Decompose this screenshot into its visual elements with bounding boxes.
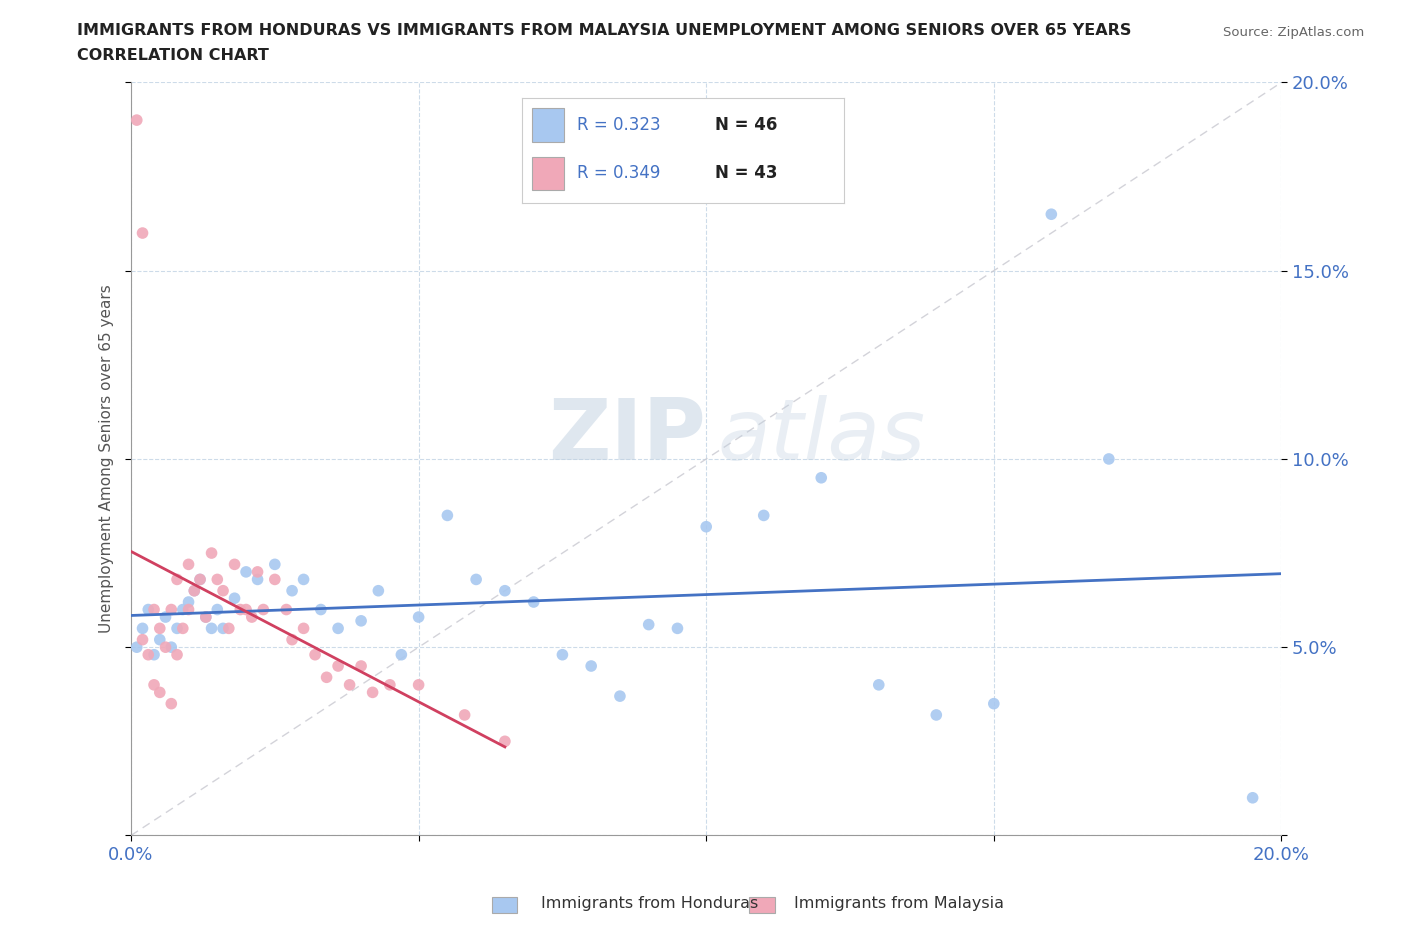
Point [212, 621, 235, 636]
Point [177, 557, 200, 572]
Point [136, 647, 159, 662]
Point [166, 647, 188, 662]
Point [125, 113, 148, 127]
Point [224, 557, 246, 572]
Point [252, 602, 274, 617]
Y-axis label: Unemployment Among Seniors over 65 years: Unemployment Among Seniors over 65 years [100, 285, 114, 633]
Point [1040, 206, 1063, 221]
Point [155, 640, 177, 655]
Point [367, 583, 389, 598]
Point [194, 610, 217, 625]
Point [200, 546, 222, 561]
Point [188, 572, 211, 587]
Point [131, 632, 153, 647]
Text: ZIP: ZIP [548, 395, 706, 478]
Point [1241, 790, 1264, 805]
Point [453, 708, 475, 723]
Text: CORRELATION CHART: CORRELATION CHART [77, 48, 269, 63]
Point [136, 602, 159, 617]
Point [155, 610, 177, 625]
Point [149, 621, 172, 636]
Point [207, 602, 229, 617]
Point [160, 602, 183, 617]
Point [263, 557, 285, 572]
Point [125, 640, 148, 655]
Point [304, 647, 326, 662]
Point [160, 640, 183, 655]
Point [339, 677, 361, 692]
Point [224, 591, 246, 605]
Point [666, 621, 689, 636]
Point [292, 621, 315, 636]
Point [494, 583, 516, 598]
Point [637, 618, 659, 632]
Point [207, 572, 229, 587]
Point [235, 602, 257, 617]
Point [309, 602, 332, 617]
Point [579, 658, 602, 673]
Point [166, 621, 188, 636]
Point [389, 647, 412, 662]
Point [177, 594, 200, 609]
Point [315, 670, 337, 684]
Point [925, 708, 948, 723]
Point [326, 658, 349, 673]
Point [149, 684, 172, 699]
Point [183, 583, 205, 598]
Text: Immigrants from Honduras: Immigrants from Honduras [541, 897, 759, 911]
Point [276, 602, 298, 617]
Point [235, 565, 257, 579]
Point [143, 647, 166, 662]
Point [465, 572, 488, 587]
Point [436, 508, 458, 523]
Point [263, 572, 285, 587]
Point [523, 594, 546, 609]
Point [172, 621, 194, 636]
Point [183, 583, 205, 598]
Point [200, 621, 222, 636]
Point [361, 684, 384, 699]
Point [868, 677, 890, 692]
Point [810, 471, 832, 485]
Point [695, 519, 717, 534]
Point [143, 602, 166, 617]
Point [131, 226, 153, 241]
Point [350, 658, 373, 673]
Point [378, 677, 401, 692]
Point [350, 614, 373, 629]
Text: atlas: atlas [717, 395, 925, 478]
Point [551, 647, 574, 662]
Point [752, 508, 775, 523]
Text: Immigrants from Malaysia: Immigrants from Malaysia [794, 897, 1004, 911]
Point [160, 697, 183, 711]
Point [177, 602, 200, 617]
Point [408, 610, 430, 625]
Text: Source: ZipAtlas.com: Source: ZipAtlas.com [1223, 26, 1364, 39]
Point [281, 583, 304, 598]
Point [281, 632, 304, 647]
Point [131, 621, 153, 636]
Point [143, 677, 166, 692]
Point [246, 565, 269, 579]
Point [212, 583, 235, 598]
Point [240, 610, 263, 625]
Text: IMMIGRANTS FROM HONDURAS VS IMMIGRANTS FROM MALAYSIA UNEMPLOYMENT AMONG SENIORS : IMMIGRANTS FROM HONDURAS VS IMMIGRANTS F… [77, 23, 1132, 38]
Point [218, 621, 240, 636]
Point [166, 572, 188, 587]
Point [172, 602, 194, 617]
Point [609, 689, 631, 704]
Point [149, 632, 172, 647]
Point [246, 572, 269, 587]
Point [326, 621, 349, 636]
Point [194, 610, 217, 625]
Point [229, 602, 252, 617]
Point [188, 572, 211, 587]
Point [1098, 451, 1121, 466]
Point [983, 697, 1005, 711]
Point [408, 677, 430, 692]
Point [494, 734, 516, 749]
Point [292, 572, 315, 587]
